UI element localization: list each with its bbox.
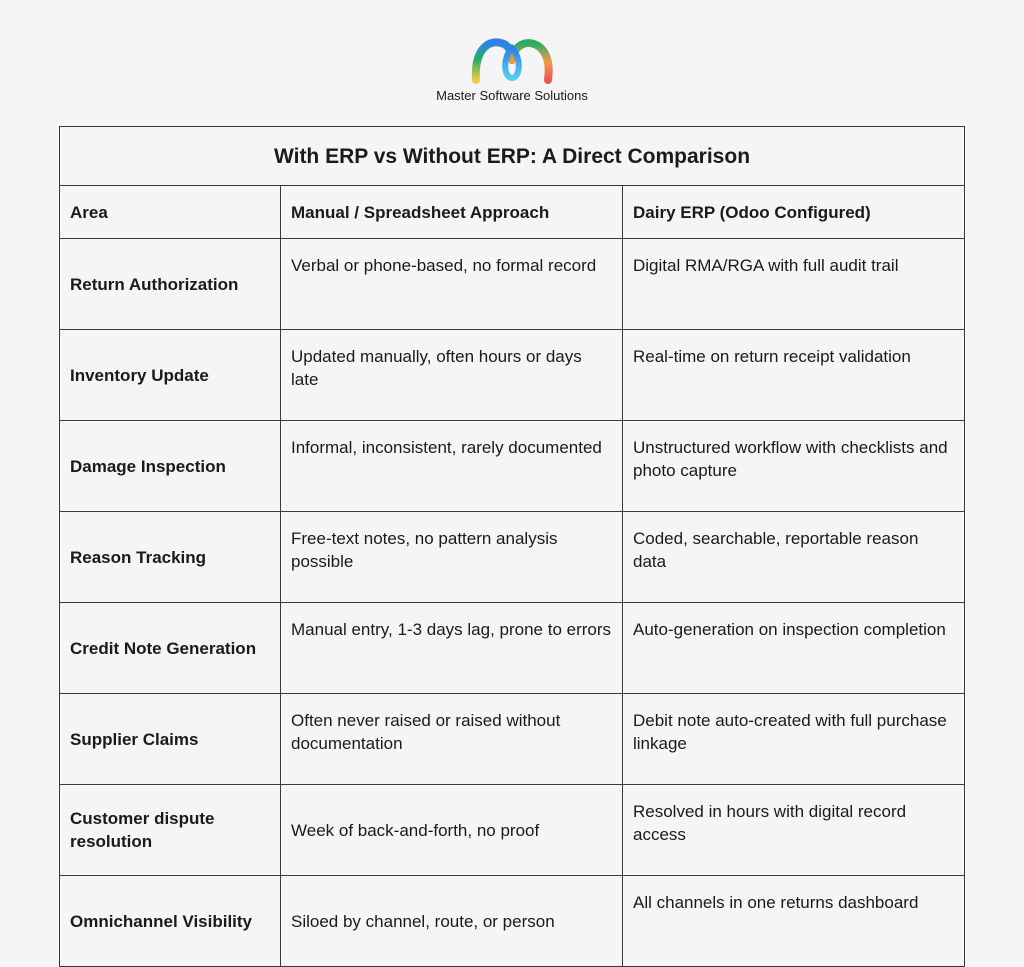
table-title: With ERP vs Without ERP: A Direct Compar… — [59, 126, 965, 186]
row-erp: Coded, searchable, reportable reason dat… — [622, 511, 965, 603]
row-area: Omnichannel Visibility — [59, 875, 281, 967]
table-row: Omnichannel Visibility Siloed by channel… — [59, 875, 965, 967]
row-erp: All channels in one returns dashboard — [622, 875, 965, 967]
row-area: Customer dispute resolution — [59, 784, 281, 876]
table-row: Reason Tracking Free-text notes, no patt… — [59, 511, 965, 603]
row-manual: Siloed by channel, route, or person — [280, 875, 623, 967]
row-manual: Free-text notes, no pattern analysis pos… — [280, 511, 623, 603]
table-row: Supplier Claims Often never raised or ra… — [59, 693, 965, 785]
row-manual: Often never raised or raised without doc… — [280, 693, 623, 785]
row-manual: Informal, inconsistent, rarely documente… — [280, 420, 623, 512]
row-erp: Debit note auto-created with full purcha… — [622, 693, 965, 785]
header-erp: Dairy ERP (Odoo Configured) — [622, 185, 965, 239]
comparison-table: With ERP vs Without ERP: A Direct Compar… — [59, 126, 965, 967]
table-row: Customer dispute resolution Week of back… — [59, 784, 965, 876]
row-area: Supplier Claims — [59, 693, 281, 785]
row-erp: Auto-generation on inspection completion — [622, 602, 965, 694]
mss-logo-icon — [471, 38, 553, 84]
table-header-row: Area Manual / Spreadsheet Approach Dairy… — [59, 185, 965, 239]
row-area: Damage Inspection — [59, 420, 281, 512]
row-area: Reason Tracking — [59, 511, 281, 603]
row-manual: Updated manually, often hours or days la… — [280, 329, 623, 421]
header-manual: Manual / Spreadsheet Approach — [280, 185, 623, 239]
row-area: Credit Note Generation — [59, 602, 281, 694]
row-manual: Verbal or phone-based, no formal record — [280, 238, 623, 330]
table-row: Return Authorization Verbal or phone-bas… — [59, 238, 965, 330]
row-area: Return Authorization — [59, 238, 281, 330]
table-row: Damage Inspection Informal, inconsistent… — [59, 420, 965, 512]
row-erp: Real-time on return receipt validation — [622, 329, 965, 421]
brand-name: Master Software Solutions — [436, 88, 588, 103]
logo: Master Software Solutions — [0, 34, 1024, 103]
table-row: Inventory Update Updated manually, often… — [59, 329, 965, 421]
table-title-row: With ERP vs Without ERP: A Direct Compar… — [59, 126, 965, 186]
table-row: Credit Note Generation Manual entry, 1-3… — [59, 602, 965, 694]
row-manual: Manual entry, 1-3 days lag, prone to err… — [280, 602, 623, 694]
row-manual: Week of back-and-forth, no proof — [280, 784, 623, 876]
row-erp: Resolved in hours with digital record ac… — [622, 784, 965, 876]
row-area: Inventory Update — [59, 329, 281, 421]
header-area: Area — [59, 185, 281, 239]
row-erp: Digital RMA/RGA with full audit trail — [622, 238, 965, 330]
row-erp: Unstructured workflow with checklists an… — [622, 420, 965, 512]
